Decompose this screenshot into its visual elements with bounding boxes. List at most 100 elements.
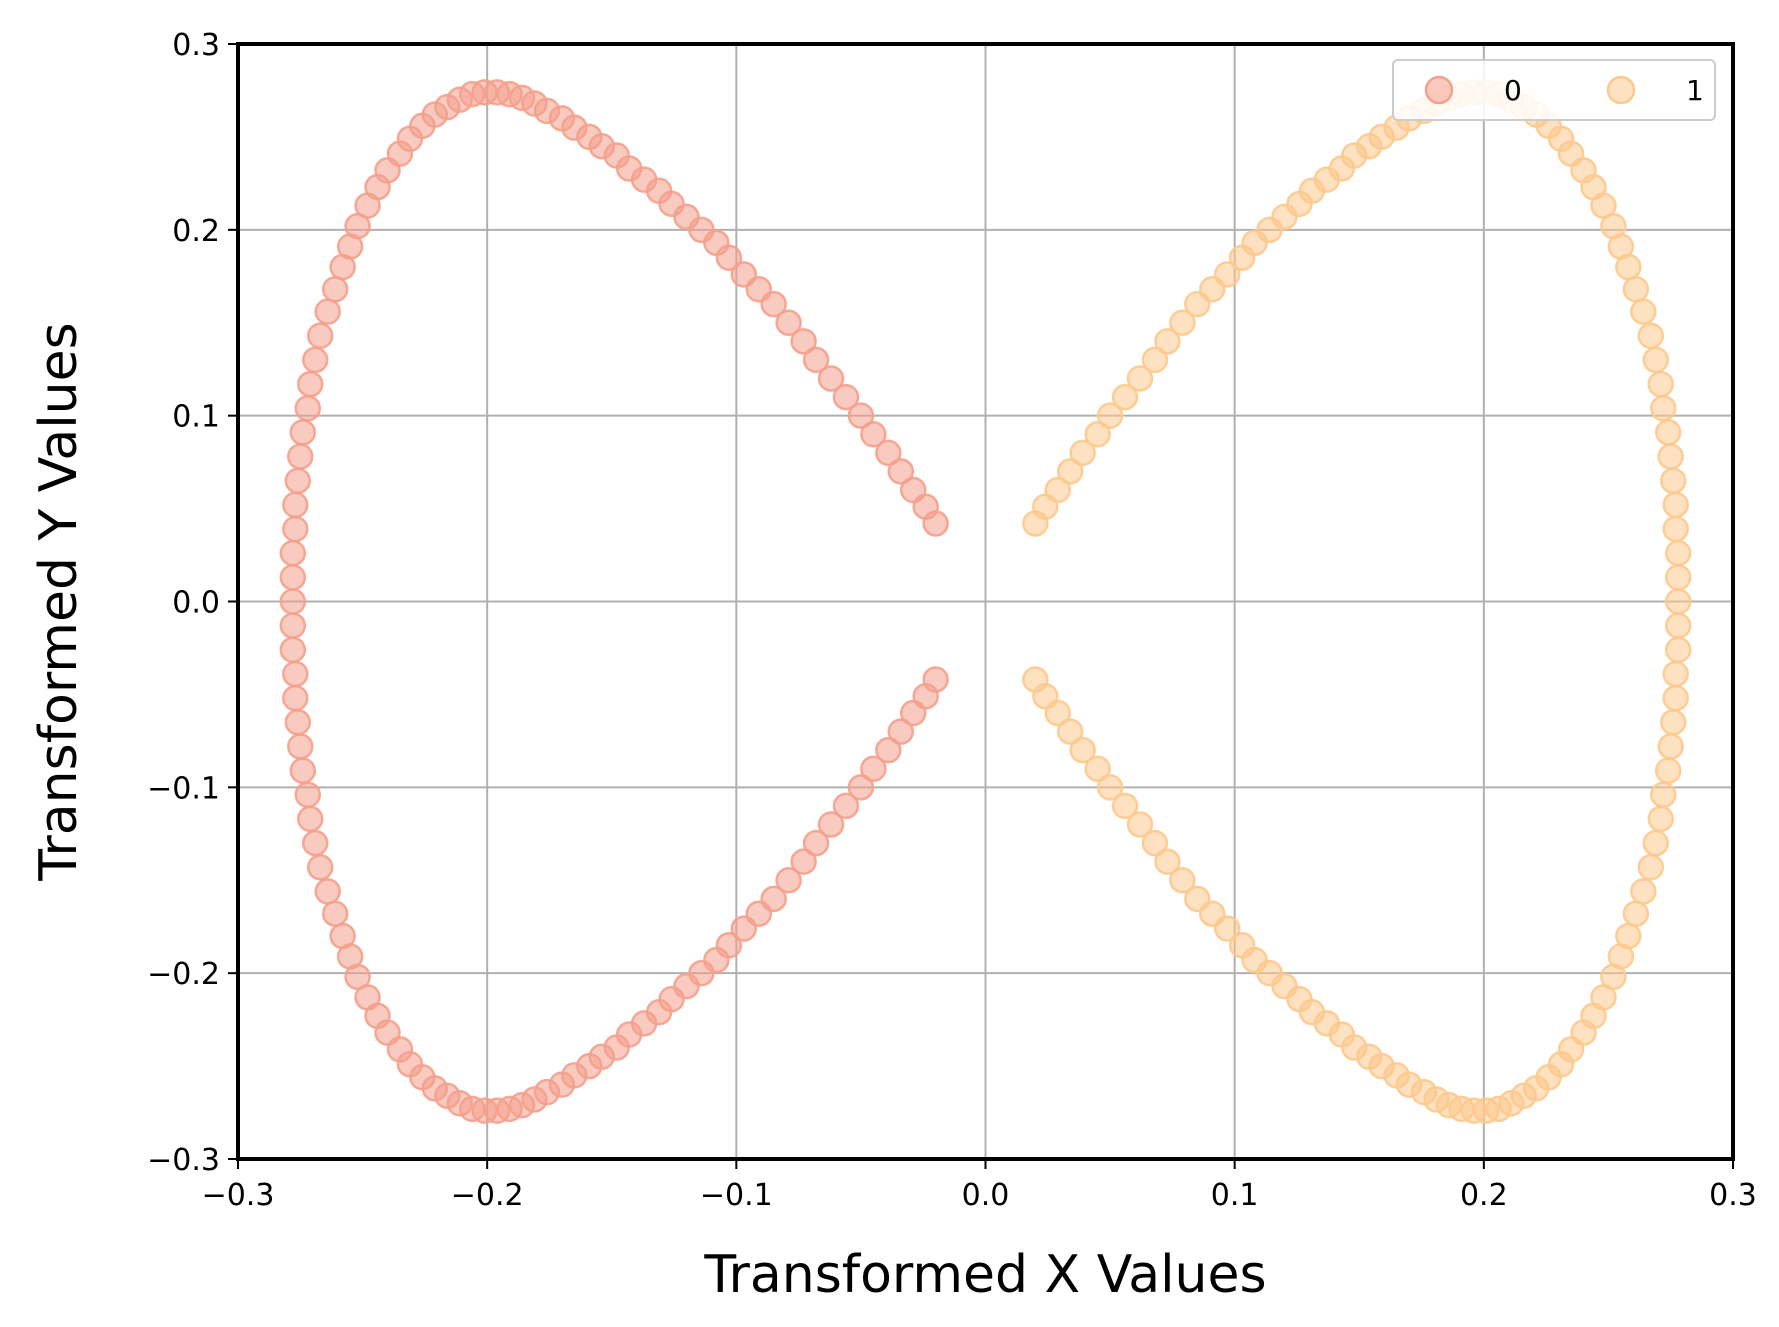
data-point — [321, 276, 349, 303]
data-point — [1154, 848, 1181, 875]
y-tick-label: −0.3 — [147, 1143, 220, 1178]
data-point — [1642, 829, 1670, 857]
data-point — [775, 309, 802, 336]
data-point — [1657, 443, 1684, 470]
data-point — [1637, 322, 1665, 350]
data-point — [1654, 757, 1682, 784]
data-point — [1615, 253, 1642, 281]
data-point — [284, 467, 312, 494]
data-point — [284, 709, 312, 736]
legend-marker-series-1 — [1606, 75, 1636, 105]
data-point — [1659, 709, 1687, 736]
data-point — [1084, 755, 1111, 782]
data-point — [279, 636, 307, 664]
data-point — [1659, 467, 1687, 494]
data-point — [887, 458, 915, 485]
data-point — [1637, 853, 1665, 881]
data-point — [1169, 309, 1196, 336]
legend-label-series-0: 0 — [1504, 74, 1522, 107]
data-point — [329, 922, 356, 950]
data-point — [1084, 421, 1111, 448]
data-point — [289, 419, 317, 446]
data-point — [802, 346, 830, 374]
data-point — [297, 805, 324, 833]
y-axis-label: Transformed Y Values — [29, 322, 89, 881]
data-point — [279, 612, 307, 639]
data-point — [1664, 539, 1692, 567]
data-point — [899, 699, 927, 727]
data-point — [860, 755, 887, 782]
data-point — [887, 718, 915, 745]
data-point — [1213, 915, 1241, 942]
x-tick-label: 0.0 — [962, 1178, 1010, 1213]
x-tick-label: 0.3 — [1709, 1178, 1757, 1213]
data-point — [1662, 491, 1689, 519]
data-point — [1169, 867, 1196, 894]
data-point — [1111, 383, 1139, 411]
data-point — [875, 439, 902, 467]
data-point — [306, 853, 334, 881]
data-point — [287, 733, 314, 760]
y-tick-label: 0.2 — [172, 214, 220, 249]
legend: 0 1 — [1392, 59, 1716, 121]
data-point — [1213, 261, 1241, 288]
data-point — [1649, 394, 1677, 422]
data-point — [282, 660, 309, 688]
data-point — [1647, 805, 1674, 833]
data-point — [1662, 684, 1689, 712]
data-point — [1664, 612, 1692, 639]
data-point — [321, 900, 349, 927]
data-point — [899, 476, 927, 504]
data-point — [847, 402, 875, 429]
data-point — [289, 757, 317, 784]
y-tick-label: 0.0 — [172, 586, 220, 621]
data-point — [730, 915, 758, 942]
data-point — [790, 848, 817, 875]
data-point — [1664, 564, 1692, 591]
data-point — [1662, 515, 1689, 543]
legend-label-series-1: 1 — [1686, 74, 1704, 107]
x-axis-label: Transformed X Values — [703, 1245, 1266, 1305]
data-point — [1622, 900, 1650, 927]
data-point — [1154, 328, 1181, 355]
x-tick-label: 0.1 — [1211, 1178, 1259, 1213]
data-point — [1141, 346, 1169, 374]
data-point — [294, 781, 322, 809]
data-point — [875, 736, 902, 764]
legend-box — [1392, 59, 1716, 121]
data-point — [1069, 439, 1096, 467]
data-point — [294, 394, 322, 422]
y-tick-label: 0.1 — [172, 400, 220, 435]
data-point — [282, 684, 309, 712]
x-axis: −0.3 −0.2 −0.1 0.0 0.1 0.2 0.3 — [202, 1159, 1757, 1213]
legend-marker-series-0 — [1424, 75, 1454, 105]
data-point — [1126, 365, 1154, 392]
data-point — [279, 588, 307, 615]
data-point — [1630, 298, 1657, 325]
data-point — [1642, 346, 1670, 374]
data-point — [1664, 588, 1692, 615]
data-points — [279, 79, 1692, 1124]
data-point — [817, 811, 845, 838]
data-point — [1111, 792, 1139, 820]
data-point — [1141, 829, 1169, 857]
data-point — [329, 253, 356, 281]
data-point — [1649, 781, 1677, 809]
data-point — [306, 322, 334, 350]
x-tick-label: −0.3 — [202, 1178, 275, 1213]
data-point — [1615, 922, 1642, 950]
data-point — [282, 491, 309, 519]
y-axis: −0.3 −0.2 −0.1 0.0 0.1 0.2 0.3 — [147, 28, 238, 1178]
y-tick-label: 0.3 — [172, 28, 220, 63]
data-point — [1096, 774, 1124, 801]
data-point — [775, 867, 802, 894]
data-point — [279, 539, 307, 567]
data-point — [314, 878, 341, 905]
data-point — [301, 829, 329, 857]
data-point — [860, 421, 887, 448]
data-point — [1126, 811, 1154, 838]
x-tick-label: −0.2 — [451, 1178, 524, 1213]
data-point — [1654, 419, 1682, 446]
